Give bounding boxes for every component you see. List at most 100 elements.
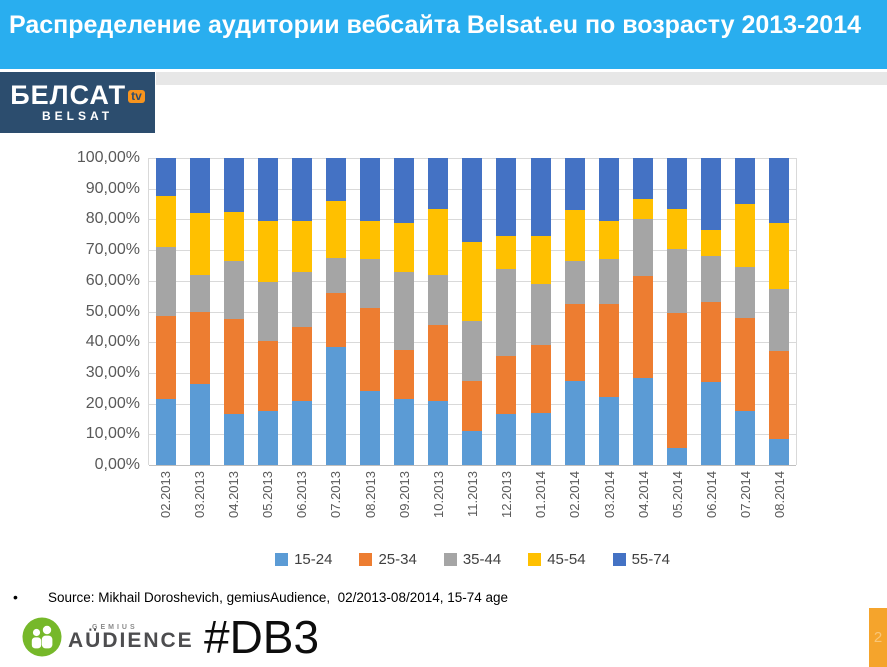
bar-segment-35-44[interactable]	[768, 288, 789, 352]
bar-segment-25-34[interactable]	[190, 311, 211, 384]
bar-segment-35-44[interactable]	[496, 268, 517, 357]
bar-segment-55-74[interactable]	[258, 158, 279, 221]
bar-segment-15-24[interactable]	[224, 414, 245, 465]
bar-segment-45-54[interactable]	[326, 201, 347, 258]
bar-segment-45-54[interactable]	[768, 222, 789, 289]
stacked-bar-03.2014[interactable]	[598, 158, 619, 465]
bar-segment-25-34[interactable]	[700, 302, 721, 383]
legend-item-25-34[interactable]: 25-34	[359, 551, 417, 568]
bar-segment-55-74[interactable]	[156, 158, 177, 197]
bar-segment-45-54[interactable]	[394, 222, 415, 272]
stacked-bar-11.2013[interactable]	[462, 158, 483, 465]
stacked-bar-04.2014[interactable]	[632, 158, 653, 465]
bar-segment-15-24[interactable]	[394, 399, 415, 465]
bar-segment-45-54[interactable]	[564, 210, 585, 261]
bar-segment-55-74[interactable]	[700, 158, 721, 231]
bar-segment-45-54[interactable]	[734, 204, 755, 268]
bar-segment-35-44[interactable]	[530, 283, 551, 346]
bar-segment-25-34[interactable]	[496, 356, 517, 415]
bar-segment-35-44[interactable]	[292, 271, 313, 327]
bar-segment-15-24[interactable]	[292, 400, 313, 465]
bar-segment-45-54[interactable]	[632, 199, 653, 220]
bar-segment-45-54[interactable]	[496, 236, 517, 269]
stacked-bar-12.2013[interactable]	[496, 158, 517, 465]
bar-segment-15-24[interactable]	[632, 377, 653, 465]
bar-segment-25-34[interactable]	[156, 316, 177, 399]
bar-segment-15-24[interactable]	[462, 431, 483, 465]
bar-segment-55-74[interactable]	[462, 158, 483, 243]
bar-segment-25-34[interactable]	[394, 349, 415, 399]
bar-segment-35-44[interactable]	[734, 267, 755, 318]
bar-segment-35-44[interactable]	[700, 256, 721, 303]
bar-segment-15-24[interactable]	[734, 411, 755, 465]
stacked-bar-04.2013[interactable]	[224, 158, 245, 465]
bar-segment-15-24[interactable]	[496, 414, 517, 465]
bar-segment-55-74[interactable]	[190, 158, 211, 214]
stacked-bar-07.2014[interactable]	[734, 158, 755, 465]
bar-segment-25-34[interactable]	[360, 308, 381, 392]
bar-segment-25-34[interactable]	[428, 325, 449, 401]
bar-segment-25-34[interactable]	[734, 317, 755, 412]
bar-segment-45-54[interactable]	[190, 213, 211, 275]
bar-segment-25-34[interactable]	[292, 326, 313, 401]
bar-segment-55-74[interactable]	[632, 158, 653, 200]
stacked-bar-05.2014[interactable]	[666, 158, 687, 465]
bar-segment-15-24[interactable]	[768, 438, 789, 465]
stacked-bar-10.2013[interactable]	[428, 158, 449, 465]
bar-segment-45-54[interactable]	[292, 220, 313, 272]
bar-segment-15-24[interactable]	[326, 346, 347, 465]
stacked-bar-07.2013[interactable]	[326, 158, 347, 465]
bar-segment-25-34[interactable]	[462, 380, 483, 432]
stacked-bar-06.2014[interactable]	[700, 158, 721, 465]
bar-segment-35-44[interactable]	[564, 260, 585, 304]
bar-segment-55-74[interactable]	[768, 158, 789, 223]
bar-segment-45-54[interactable]	[462, 242, 483, 321]
stacked-bar-08.2014[interactable]	[768, 158, 789, 465]
stacked-bar-02.2013[interactable]	[156, 158, 177, 465]
bar-segment-25-34[interactable]	[326, 293, 347, 347]
bar-segment-45-54[interactable]	[156, 196, 177, 248]
bar-segment-15-24[interactable]	[428, 400, 449, 465]
bar-segment-15-24[interactable]	[564, 380, 585, 465]
bar-segment-45-54[interactable]	[598, 220, 619, 260]
stacked-bar-05.2013[interactable]	[258, 158, 279, 465]
bar-segment-35-44[interactable]	[326, 257, 347, 294]
bar-segment-45-54[interactable]	[428, 208, 449, 275]
bar-segment-15-24[interactable]	[598, 397, 619, 465]
bar-segment-45-54[interactable]	[224, 211, 245, 261]
bar-segment-45-54[interactable]	[530, 236, 551, 284]
bar-segment-15-24[interactable]	[700, 382, 721, 465]
bar-segment-35-44[interactable]	[360, 259, 381, 309]
bar-segment-55-74[interactable]	[428, 158, 449, 209]
legend-item-45-54[interactable]: 45-54	[528, 551, 586, 568]
legend-item-15-24[interactable]: 15-24	[275, 551, 332, 568]
bar-segment-55-74[interactable]	[564, 158, 585, 211]
legend-item-35-44[interactable]: 35-44	[443, 551, 501, 568]
bar-segment-35-44[interactable]	[666, 248, 687, 314]
bar-segment-35-44[interactable]	[224, 260, 245, 320]
stacked-bar-09.2013[interactable]	[394, 158, 415, 465]
bar-segment-35-44[interactable]	[394, 271, 415, 350]
bar-segment-35-44[interactable]	[462, 320, 483, 381]
bar-segment-55-74[interactable]	[326, 158, 347, 202]
bar-segment-35-44[interactable]	[632, 219, 653, 277]
bar-segment-15-24[interactable]	[530, 412, 551, 465]
bar-segment-55-74[interactable]	[224, 158, 245, 212]
bar-segment-45-54[interactable]	[258, 220, 279, 283]
stacked-bar-06.2013[interactable]	[292, 158, 313, 465]
bar-segment-25-34[interactable]	[768, 351, 789, 439]
bar-segment-45-54[interactable]	[360, 220, 381, 260]
bar-segment-45-54[interactable]	[666, 208, 687, 249]
stacked-bar-01.2014[interactable]	[530, 158, 551, 465]
stacked-bar-03.2013[interactable]	[190, 158, 211, 465]
bar-segment-15-24[interactable]	[666, 448, 687, 465]
stacked-bar-02.2014[interactable]	[564, 158, 585, 465]
bar-segment-55-74[interactable]	[292, 158, 313, 221]
bar-segment-35-44[interactable]	[156, 247, 177, 317]
bar-segment-35-44[interactable]	[598, 259, 619, 304]
bar-segment-55-74[interactable]	[734, 158, 755, 205]
bar-segment-35-44[interactable]	[258, 282, 279, 341]
bar-segment-25-34[interactable]	[564, 303, 585, 381]
bar-segment-55-74[interactable]	[666, 158, 687, 209]
bar-segment-15-24[interactable]	[258, 411, 279, 465]
